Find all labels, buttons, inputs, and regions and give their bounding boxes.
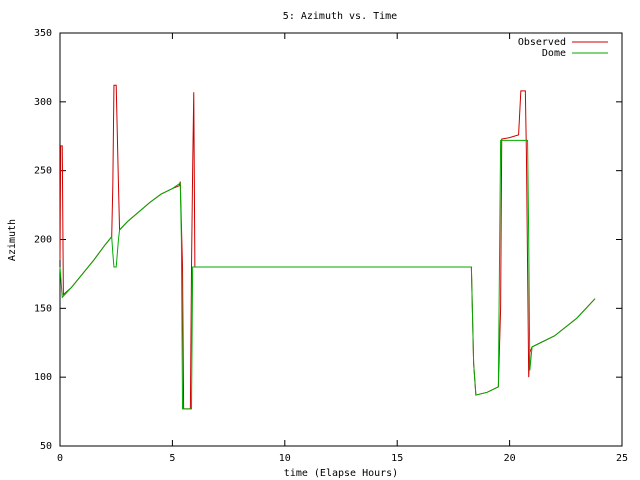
y-tick-label: 200 bbox=[34, 235, 52, 246]
chart-title: 5: Azimuth vs. Time bbox=[283, 11, 397, 22]
y-tick-label: 50 bbox=[40, 441, 52, 452]
x-tick-label: 10 bbox=[279, 453, 291, 464]
plot-border bbox=[59, 32, 623, 447]
legend-label: Observed bbox=[518, 37, 566, 48]
x-tick-label: 20 bbox=[504, 453, 516, 464]
y-tick-label: 350 bbox=[34, 28, 52, 39]
y-axis-label: Azimuth bbox=[7, 219, 18, 261]
x-tick-label: 25 bbox=[616, 453, 628, 464]
y-tick-label: 300 bbox=[34, 97, 52, 108]
y-tick-label: 100 bbox=[34, 372, 52, 383]
y-tick-label: 150 bbox=[34, 303, 52, 314]
x-axis-label: time (Elapse Hours) bbox=[284, 468, 398, 479]
y-tick-label: 250 bbox=[34, 166, 52, 177]
data-line bbox=[59, 139, 596, 410]
x-tick-label: 0 bbox=[57, 453, 63, 464]
legend-label: Dome bbox=[542, 48, 566, 59]
data-line bbox=[59, 84, 596, 410]
x-tick-label: 5 bbox=[169, 453, 175, 464]
x-tick-label: 15 bbox=[391, 453, 403, 464]
